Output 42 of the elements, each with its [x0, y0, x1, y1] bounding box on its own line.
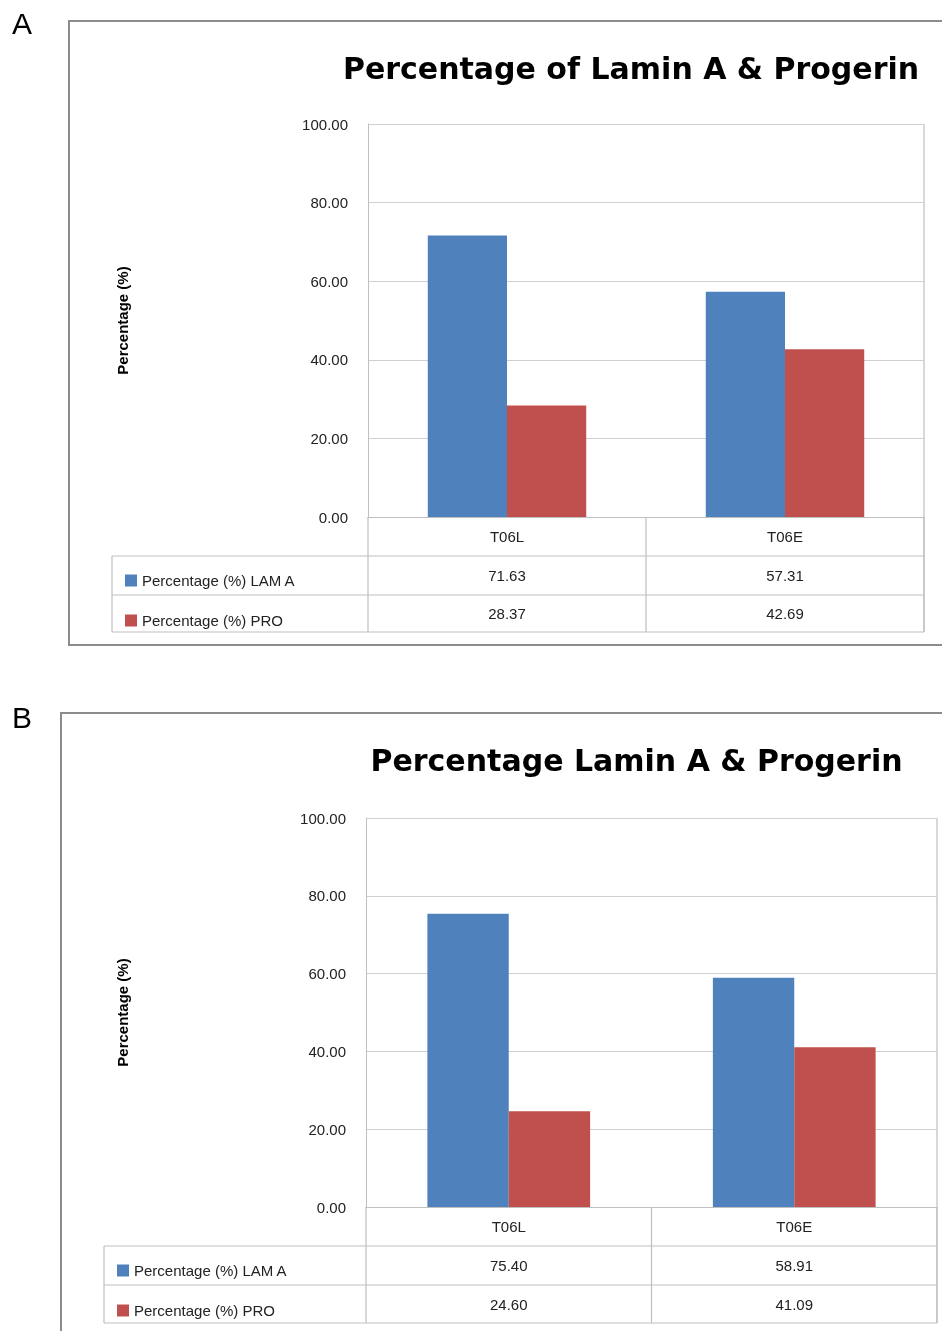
bar — [508, 1111, 591, 1207]
chart-title: Percentage Lamin A & Progerin — [370, 742, 903, 778]
bar — [712, 977, 795, 1207]
y-tick-label: 40.00 — [308, 1042, 346, 1060]
text: A — [12, 6, 33, 40]
y-tick-label: 80.00 — [308, 887, 346, 905]
legend-label: Percentage (%) LAM A — [142, 572, 295, 589]
y-tick-label: 100.00 — [300, 809, 346, 827]
x-tick-label: T06L — [491, 1218, 526, 1235]
y-tick-label: 20.00 — [310, 429, 348, 447]
y-tick-label: 0.00 — [318, 508, 348, 526]
chart-title: Percentage of Lamin A & Progerin — [342, 50, 920, 86]
legend-label: Percentage (%) LAM A — [134, 1262, 287, 1279]
legend-label: Percentage (%) PRO — [134, 1302, 275, 1319]
data-label: 28.37 — [488, 605, 526, 622]
data-label: 57.31 — [766, 567, 804, 584]
y-tick-label: 40.00 — [310, 351, 348, 369]
bar — [427, 913, 509, 1207]
y-tick-label: 60.00 — [310, 272, 348, 290]
bar — [507, 405, 587, 517]
bar — [705, 291, 785, 517]
data-label: 24.60 — [489, 1295, 528, 1313]
text: B — [12, 700, 33, 734]
x-tick-label: T06E — [767, 528, 803, 545]
data-label: 71.63 — [488, 567, 526, 584]
data-label: 42.69 — [766, 605, 804, 622]
x-tick-label: T06L — [489, 528, 525, 545]
y-tick-label: 80.00 — [310, 194, 348, 212]
data-label: 75.40 — [489, 1257, 528, 1274]
data-label: 41.09 — [775, 1295, 814, 1313]
y-tick-label: 0.00 — [316, 1198, 346, 1216]
bar — [794, 1047, 876, 1207]
bar — [427, 235, 507, 517]
y-axis-title: Percentage (%) — [114, 266, 131, 375]
data-label: 58.91 — [775, 1257, 814, 1274]
y-tick-label: 100.00 — [302, 115, 348, 133]
legend-label: Percentage (%) PRO — [142, 612, 283, 629]
bar — [785, 349, 865, 517]
y-tick-label: 60.00 — [308, 965, 346, 983]
y-tick-label: 20.00 — [308, 1120, 346, 1138]
x-tick-label: T06E — [776, 1218, 813, 1235]
y-axis-title: Percentage (%) — [114, 958, 131, 1067]
